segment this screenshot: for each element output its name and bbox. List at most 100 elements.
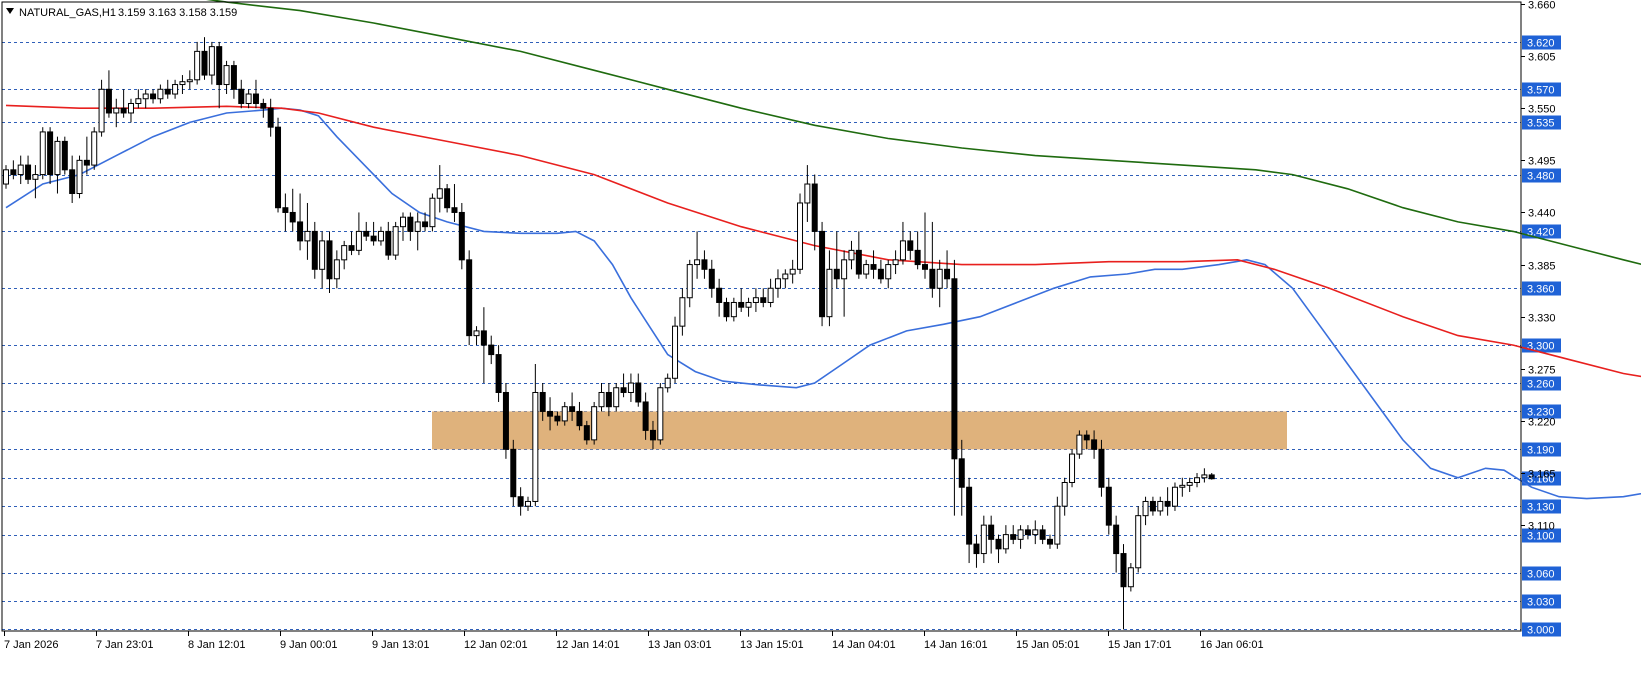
- chart-header: NATURAL_GAS,H1 3.159 3.163 3.158 3.159: [6, 7, 237, 19]
- candle: [936, 259, 943, 308]
- candle: [1098, 439, 1105, 497]
- candle: [554, 411, 561, 426]
- candle: [642, 392, 649, 440]
- supply-zone: [432, 411, 1287, 450]
- candle: [701, 250, 708, 279]
- candle: [1105, 477, 1112, 535]
- candle-body: [355, 230, 362, 251]
- candle-body: [495, 354, 502, 393]
- candle-body: [135, 98, 142, 104]
- level-tag: [1522, 404, 1561, 419]
- candle: [1186, 477, 1193, 492]
- candle: [150, 89, 157, 104]
- candle-body: [973, 543, 980, 555]
- candle-body: [304, 230, 311, 242]
- candle: [745, 297, 752, 317]
- candle-body: [25, 164, 32, 180]
- candle-body: [730, 301, 737, 318]
- x-tick-label: 9 Jan 00:01: [280, 639, 338, 651]
- candle-body: [10, 169, 17, 176]
- candle: [723, 297, 730, 322]
- y-tick-label: 3.220: [1528, 417, 1556, 429]
- candle-body: [819, 230, 826, 318]
- candle-body: [657, 387, 664, 441]
- y-tick-label: 3.605: [1528, 52, 1556, 64]
- candle: [142, 89, 149, 109]
- candle: [797, 193, 804, 275]
- candle-body: [466, 259, 473, 337]
- candle-body: [988, 524, 995, 540]
- candle-body: [223, 65, 230, 86]
- candle-body: [922, 264, 928, 270]
- candle: [877, 259, 884, 284]
- candle: [694, 231, 701, 279]
- candle: [47, 127, 54, 185]
- candle-body: [767, 287, 774, 303]
- candle-body: [679, 297, 686, 327]
- candle-body: [473, 330, 480, 337]
- candle-body: [1127, 567, 1134, 588]
- candle-body: [282, 207, 289, 213]
- candle: [1039, 525, 1046, 545]
- candle-body: [47, 131, 54, 176]
- candle: [223, 60, 230, 95]
- candle-body: [289, 211, 296, 223]
- candle-body: [855, 249, 862, 275]
- candle: [1083, 430, 1090, 450]
- candle-body: [958, 458, 965, 488]
- candle-body: [591, 406, 598, 441]
- candle: [208, 41, 215, 85]
- candle: [760, 288, 767, 308]
- candle-body: [179, 81, 186, 86]
- level-tag: [1522, 594, 1561, 609]
- candle-body: [333, 259, 340, 280]
- candle: [613, 383, 620, 412]
- candle: [569, 392, 576, 421]
- moving-average-line: [5, 107, 1641, 500]
- candles: [3, 37, 1215, 630]
- zone-rect: [432, 411, 1287, 450]
- candle: [495, 345, 502, 402]
- candle-body: [782, 273, 789, 280]
- candle: [870, 250, 877, 279]
- candle-body: [510, 448, 517, 498]
- candle-body: [1002, 534, 1009, 550]
- level-lines: 3.620 3.570 3.535 3.480 3.420 3.360 3.300 3.260…: [2, 35, 1561, 637]
- candle-body: [635, 382, 642, 403]
- candle-body: [517, 496, 524, 507]
- candle: [635, 373, 642, 407]
- candle: [1113, 515, 1120, 573]
- candle-body: [3, 169, 9, 185]
- y-tick-label: 3.275: [1528, 365, 1556, 377]
- candle: [1127, 563, 1134, 592]
- candle-body: [157, 88, 164, 100]
- candle: [444, 184, 451, 213]
- level-tag-label: 3.060: [1527, 569, 1555, 581]
- candle-body: [1076, 434, 1083, 455]
- dropdown-triangle-icon[interactable]: [6, 8, 14, 14]
- candle-body: [870, 264, 877, 270]
- candle-body: [297, 221, 304, 242]
- candle: [995, 534, 1002, 564]
- candle-body: [370, 235, 377, 242]
- candle-body: [1194, 477, 1201, 484]
- candle-body: [885, 264, 892, 280]
- candle-body: [1010, 534, 1017, 540]
- candle: [1069, 449, 1076, 488]
- x-tick-label: 12 Jan 02:01: [464, 639, 528, 651]
- level-tag: [1522, 338, 1561, 353]
- candle: [1201, 468, 1208, 483]
- candle-body: [348, 245, 355, 251]
- candle-body: [32, 174, 39, 180]
- candle: [473, 326, 480, 346]
- candle: [105, 70, 112, 118]
- candle: [32, 165, 39, 199]
- candle: [304, 202, 311, 260]
- price-axis: 3.660 3.605 3.550 3.495 3.440 3.385 3.330 3.275…: [1, 0, 1556, 632]
- candle: [326, 231, 333, 293]
- candle: [179, 75, 186, 95]
- candle: [885, 259, 892, 289]
- candle-body: [1039, 529, 1046, 540]
- candle: [238, 79, 245, 109]
- candle: [69, 155, 76, 203]
